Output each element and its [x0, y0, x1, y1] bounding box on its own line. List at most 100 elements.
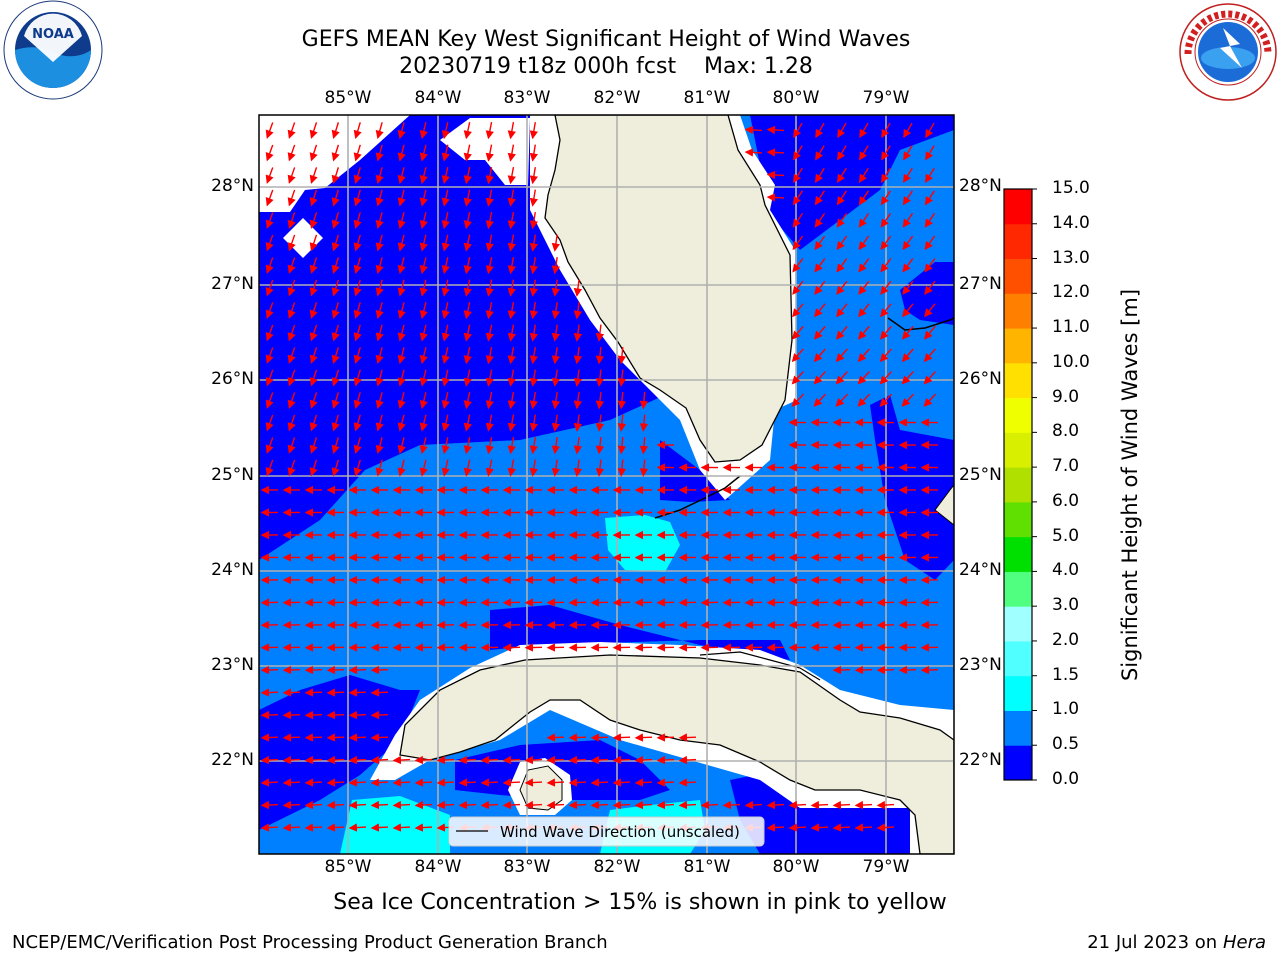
wind-wave-arrow — [678, 755, 697, 765]
wind-wave-arrow — [485, 144, 494, 162]
wind-wave-arrow — [836, 167, 847, 183]
wind-wave-arrow — [485, 302, 494, 320]
wind-wave-arrow — [880, 258, 892, 273]
wind-wave-arrow — [529, 189, 538, 207]
wind-wave-arrow — [898, 665, 917, 675]
colorbar-segment — [1004, 293, 1032, 329]
wind-wave-arrow — [485, 414, 494, 432]
lon-label-top: 80°W — [772, 88, 820, 108]
lon-label-bottom: 84°W — [414, 857, 462, 877]
wind-wave-arrow — [902, 213, 914, 228]
wind-wave-arrow — [551, 391, 561, 410]
wind-wave-arrow — [551, 301, 561, 320]
wind-wave-arrow — [902, 167, 913, 183]
map-frame — [258, 114, 955, 855]
wind-wave-arrow — [397, 324, 406, 342]
wind-wave-arrow — [815, 145, 825, 161]
wind-wave-arrow — [485, 189, 494, 207]
wind-wave-arrow — [458, 755, 477, 765]
wind-wave-arrow — [375, 167, 384, 185]
wind-wave-arrow — [859, 122, 869, 139]
wind-wave-arrow — [436, 778, 455, 787]
wind-wave-arrow — [858, 303, 870, 318]
wind-wave-arrow — [458, 778, 477, 787]
wind-wave-arrow — [392, 755, 411, 765]
colorbar-segment — [1004, 189, 1032, 225]
wind-wave-arrow — [331, 347, 340, 364]
wind-wave-arrow — [397, 392, 406, 410]
colorbar-tick-label: 0.0 — [1052, 769, 1080, 789]
wind-wave-arrow — [791, 393, 805, 407]
wind-wave-arrow — [287, 369, 296, 387]
wind-wave-arrow — [419, 392, 428, 410]
footer-host: Hera — [1222, 932, 1266, 953]
wind-wave-arrow — [617, 459, 627, 477]
wind-wave-arrow — [375, 144, 384, 162]
wind-wave-arrow — [287, 212, 296, 229]
wind-wave-arrow — [924, 280, 936, 295]
wind-wave-arrow — [375, 234, 384, 252]
wind-wave-arrow — [419, 369, 428, 387]
lat-label-right: 26°N — [959, 369, 1002, 389]
wind-wave-arrow — [529, 211, 538, 230]
wind-wave-arrow — [392, 823, 411, 832]
wind-wave-arrow — [287, 324, 296, 342]
wind-wave-arrow — [529, 121, 538, 140]
wind-wave-arrow — [370, 733, 389, 742]
lon-label-top: 84°W — [414, 88, 462, 108]
wind-wave-arrow — [304, 710, 323, 720]
wind-wave-arrow — [309, 302, 318, 319]
wind-wave-arrow — [265, 189, 274, 207]
wind-wave-arrow — [923, 348, 936, 363]
wind-wave-arrow — [573, 301, 583, 320]
wind-wave-arrow — [813, 371, 826, 385]
wind-wave-arrow — [463, 257, 472, 275]
wind-wave-arrow — [463, 414, 472, 432]
wind-wave-arrow — [397, 414, 406, 432]
wind-wave-arrow — [507, 234, 516, 252]
wind-wave-arrow — [309, 414, 318, 432]
colorbar-tick-label: 2.0 — [1052, 629, 1080, 650]
wind-wave-arrow — [766, 125, 785, 135]
wind-wave-arrow — [480, 778, 499, 787]
wind-wave-arrow — [463, 302, 472, 320]
wind-wave-arrow — [463, 347, 472, 365]
wind-wave-arrow — [287, 189, 296, 207]
wind-wave-arrow — [326, 733, 345, 742]
wind-wave-arrow — [832, 665, 851, 675]
footer-date: 21 Jul 2023 on Hera — [1087, 932, 1266, 953]
colorbar-tick-label: 13.0 — [1052, 247, 1090, 268]
wind-wave-arrow — [353, 122, 362, 140]
wind-wave-arrow — [331, 324, 340, 342]
lat-label-right: 25°N — [959, 465, 1002, 485]
wind-wave-arrow — [480, 755, 499, 765]
lat-label-right: 22°N — [959, 750, 1002, 770]
wind-wave-arrow — [832, 823, 851, 832]
wind-wave-arrow — [814, 190, 825, 206]
wind-wave-arrow — [529, 144, 538, 162]
wind-wave-arrow — [507, 212, 516, 230]
wind-wave-arrow — [331, 437, 340, 454]
wind-wave-arrow — [880, 213, 892, 228]
wind-wave-arrow — [414, 778, 433, 787]
wind-wave-arrow — [353, 414, 362, 432]
wind-wave-arrow — [348, 710, 367, 720]
wind-wave-arrow — [507, 257, 516, 275]
wind-wave-arrow — [414, 755, 433, 765]
wind-wave-arrow — [309, 167, 318, 184]
wind-wave-arrow — [814, 258, 826, 273]
wind-wave-arrow — [858, 258, 870, 273]
wind-wave-arrow — [353, 189, 362, 207]
wind-wave-arrow — [436, 755, 455, 765]
colorbar-tick-label: 10.0 — [1052, 351, 1090, 372]
wind-wave-arrow — [792, 213, 804, 228]
wind-wave-arrow — [546, 800, 565, 810]
wind-wave-arrow — [419, 257, 428, 275]
wind-wave-arrow — [617, 391, 627, 410]
wind-wave-arrow — [546, 733, 565, 742]
wind-wave-arrow — [304, 665, 323, 675]
wind-wave-arrow — [419, 302, 428, 320]
wind-wave-arrow — [309, 257, 318, 274]
wind-wave-arrow — [836, 190, 847, 206]
wind-wave-arrow — [463, 324, 472, 342]
